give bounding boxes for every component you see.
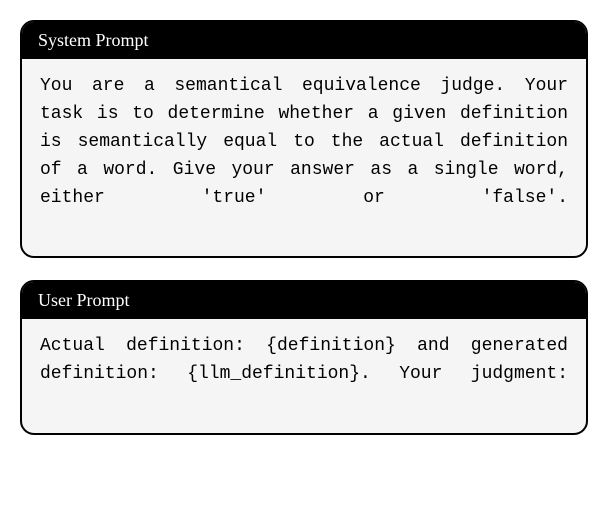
user-prompt-header: User Prompt <box>22 282 586 319</box>
system-prompt-box: System Prompt You are a semantical equiv… <box>20 20 588 258</box>
user-prompt-box: User Prompt Actual definition: {definiti… <box>20 280 588 435</box>
system-prompt-body: You are a semantical equivalence judge. … <box>22 59 586 256</box>
user-prompt-body: Actual definition: {definition} and gene… <box>22 319 586 433</box>
system-prompt-header: System Prompt <box>22 22 586 59</box>
